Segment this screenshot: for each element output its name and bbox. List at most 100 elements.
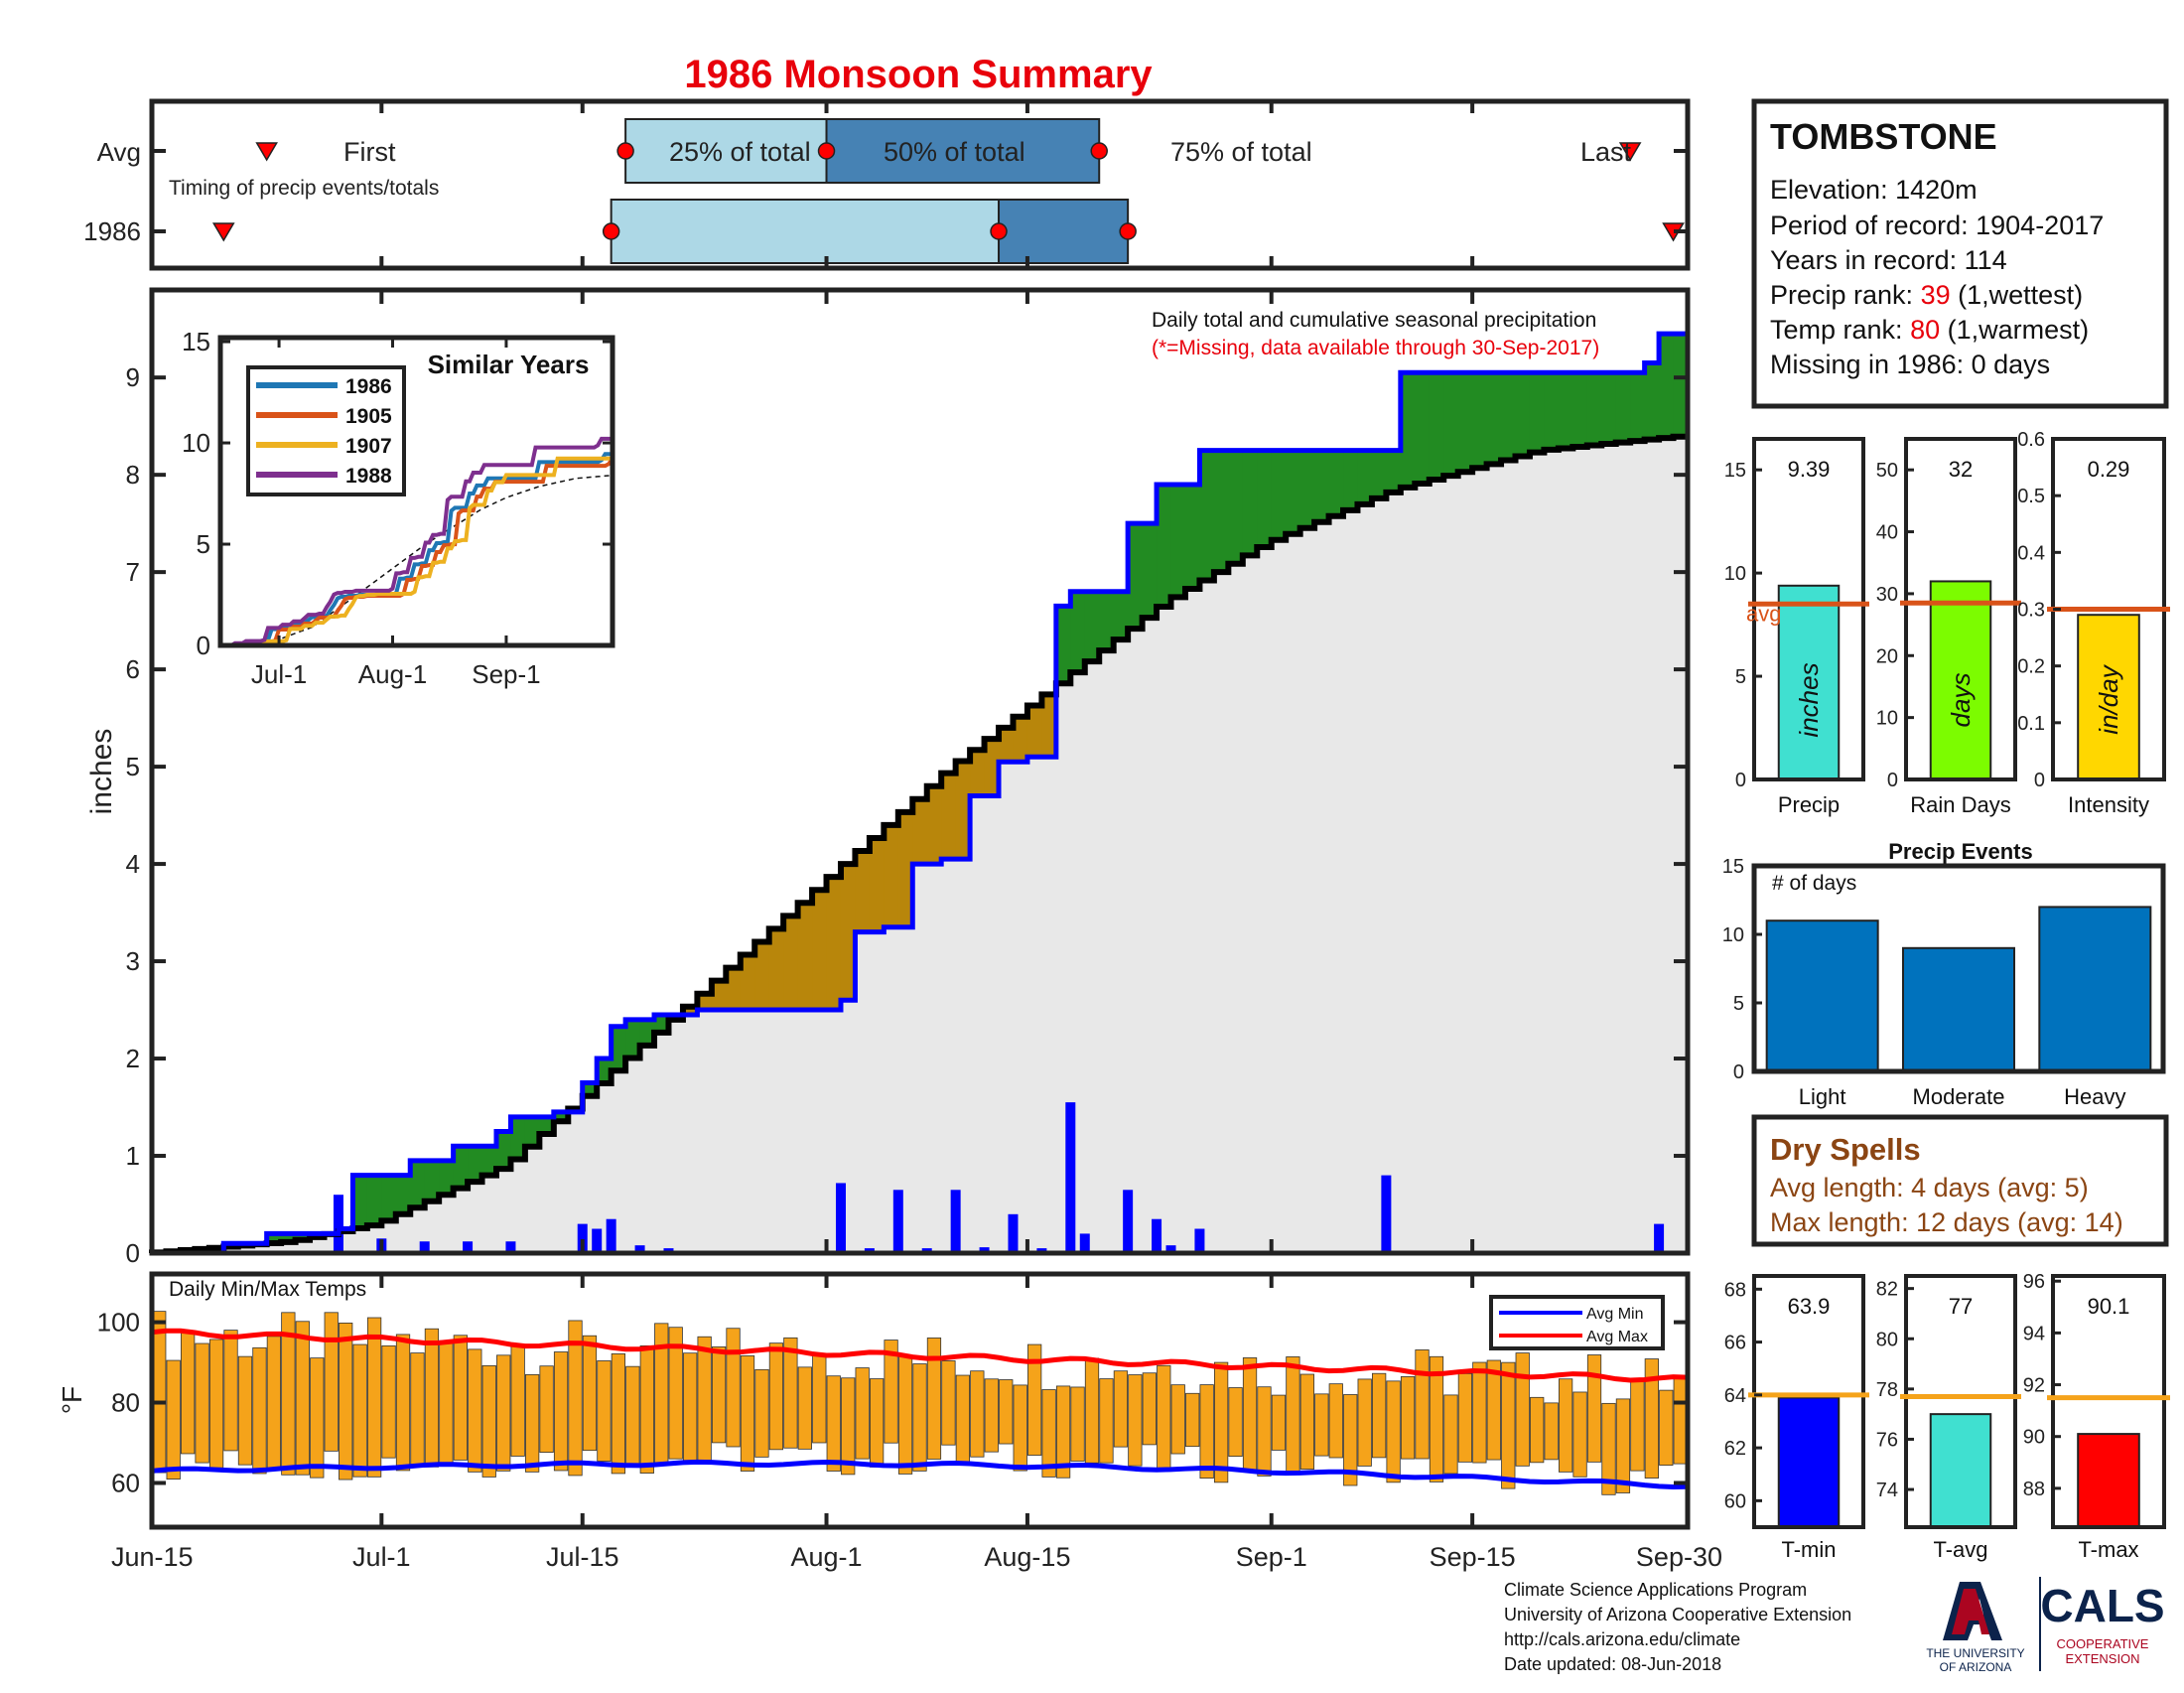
above-average-fill bbox=[1185, 485, 1200, 589]
daily-temp-range-bar bbox=[1358, 1379, 1371, 1466]
tavg-value: 77 bbox=[1949, 1294, 1973, 1319]
cals-text: CALS bbox=[2040, 1580, 2164, 1631]
tmin-value: 63.9 bbox=[1788, 1294, 1831, 1319]
precip-tick-label: 5 bbox=[1735, 666, 1746, 688]
timing-1986-event-triangle bbox=[213, 223, 233, 240]
daily-temp-range-bar bbox=[612, 1353, 624, 1474]
daily-temp-range-bar bbox=[209, 1340, 222, 1468]
date-tick-label: Jul-1 bbox=[352, 1542, 411, 1572]
daily-temp-range-bar bbox=[741, 1355, 753, 1471]
daily-temp-range-bar bbox=[1387, 1381, 1400, 1482]
tavg-bar bbox=[1931, 1414, 1991, 1527]
inset-title: Similar Years bbox=[428, 350, 590, 379]
daily-temp-range-bar bbox=[1416, 1349, 1429, 1459]
daily-temp-range-bar bbox=[454, 1336, 467, 1461]
main-note-1: Daily total and cumulative seasonal prec… bbox=[1152, 309, 1596, 332]
above-average-fill bbox=[1143, 523, 1158, 618]
daily-temp-range-bar bbox=[1401, 1376, 1414, 1459]
timing-row-avg: Avg bbox=[97, 137, 141, 167]
daily-temp-range-bar bbox=[311, 1358, 324, 1479]
daily-precip-bar bbox=[893, 1190, 903, 1253]
daily-temp-range-bar bbox=[1214, 1362, 1227, 1482]
legend-avg-min: Avg Min bbox=[1586, 1306, 1644, 1323]
daily-precip-bar bbox=[1194, 1229, 1204, 1253]
above-average-fill bbox=[1228, 451, 1243, 564]
timing-panel: Avg 1986 Timing of precip events/totals … bbox=[83, 101, 1688, 268]
tmin-tick-label: 68 bbox=[1724, 1279, 1746, 1301]
daily-temp-range-bar bbox=[1473, 1362, 1486, 1463]
daily-temp-range-bar bbox=[1616, 1399, 1629, 1493]
main-ytick-label: 8 bbox=[126, 460, 140, 490]
timing-caption: Timing of precip events/totals bbox=[169, 177, 439, 200]
daily-temp-range-bar bbox=[1458, 1373, 1471, 1462]
tmax-tick-label: 94 bbox=[2023, 1323, 2045, 1344]
intensity-unit: in/day bbox=[2094, 663, 2123, 734]
daily-temp-range-bar bbox=[1000, 1380, 1013, 1445]
precip-avg-label: avg bbox=[1746, 601, 1781, 626]
tavg-tick-label: 78 bbox=[1876, 1379, 1898, 1401]
daily-temp-range-bar bbox=[1129, 1375, 1142, 1467]
daily-precip-bar bbox=[592, 1229, 602, 1253]
tavg-tick-label: 82 bbox=[1876, 1279, 1898, 1301]
intensity-tick-label: 0.3 bbox=[2017, 600, 2045, 622]
daily-temp-range-bar bbox=[755, 1369, 768, 1457]
dry-spells-avg: Avg length: 4 days (avg: 5) bbox=[1770, 1173, 2089, 1202]
above-average-fill bbox=[1630, 372, 1645, 441]
daily-precip-bar bbox=[1065, 1102, 1075, 1253]
tavg-tick-label: 80 bbox=[1876, 1329, 1898, 1350]
timing-avg-percentile-marker bbox=[1091, 143, 1107, 159]
timing-1986-box-25-50 bbox=[612, 200, 999, 263]
daily-precip-bar bbox=[1654, 1224, 1664, 1253]
main-ytick-label: 1 bbox=[126, 1141, 140, 1171]
above-average-fill bbox=[1300, 451, 1315, 528]
daily-temp-range-bar bbox=[382, 1345, 395, 1458]
tavg-tick-label: 74 bbox=[1876, 1480, 1898, 1501]
date-tick-label: Sep-30 bbox=[1636, 1542, 1722, 1572]
temps-title: Daily Min/Max Temps bbox=[169, 1278, 366, 1301]
precip-tick-label: 15 bbox=[1724, 460, 1746, 482]
tmax-tick-label: 88 bbox=[2023, 1479, 2045, 1500]
daily-temp-range-bar bbox=[1516, 1353, 1529, 1467]
daily-temp-range-bar bbox=[1071, 1387, 1084, 1461]
timing-avg-percentile-marker bbox=[617, 143, 633, 159]
precip-label: Precip bbox=[1778, 792, 1840, 817]
tmin-tick-label: 64 bbox=[1724, 1385, 1746, 1407]
timing-first-label: First bbox=[343, 137, 396, 167]
main-ytick-label: 6 bbox=[126, 654, 140, 684]
daily-temp-range-bar bbox=[1530, 1397, 1543, 1463]
above-average-fill bbox=[1487, 372, 1502, 464]
daily-temp-range-bar bbox=[325, 1313, 338, 1452]
daily-precip-bar bbox=[836, 1183, 846, 1253]
raindays-tick-label: 0 bbox=[1887, 770, 1898, 791]
temp-ytick-label: 60 bbox=[111, 1468, 140, 1497]
daily-temp-range-bar bbox=[224, 1331, 237, 1451]
above-average-fill bbox=[1501, 372, 1516, 460]
daily-temp-range-bar bbox=[870, 1379, 883, 1468]
daily-temp-range-bar bbox=[367, 1318, 380, 1477]
raindays-value: 32 bbox=[1949, 457, 1973, 482]
timing-1986-percentile-marker bbox=[991, 223, 1007, 239]
daily-temp-range-bar bbox=[253, 1347, 266, 1474]
daily-temp-range-bar bbox=[1100, 1379, 1113, 1464]
timing-1986-percentile-marker bbox=[604, 223, 619, 239]
daily-precip-bar bbox=[607, 1219, 616, 1253]
above-average-fill bbox=[1601, 372, 1616, 444]
inset-legend-label: 1986 bbox=[345, 375, 392, 398]
daily-temp-range-bar bbox=[956, 1375, 969, 1465]
above-average-fill bbox=[1415, 372, 1430, 484]
main-note-2: (*=Missing, data available through 30-Se… bbox=[1152, 337, 1599, 359]
inset-xtick-label: Jul-1 bbox=[251, 659, 307, 689]
temperature-stat-bars: 606264666863.9T-min747678808277T-avg8890… bbox=[1724, 1271, 2170, 1562]
inset-legend-label: 1907 bbox=[345, 435, 392, 458]
daily-temp-range-bar bbox=[598, 1360, 611, 1461]
above-average-fill bbox=[1272, 451, 1287, 540]
dry-spells-title: Dry Spells bbox=[1770, 1132, 1921, 1167]
raindays-tick-label: 40 bbox=[1876, 522, 1898, 544]
